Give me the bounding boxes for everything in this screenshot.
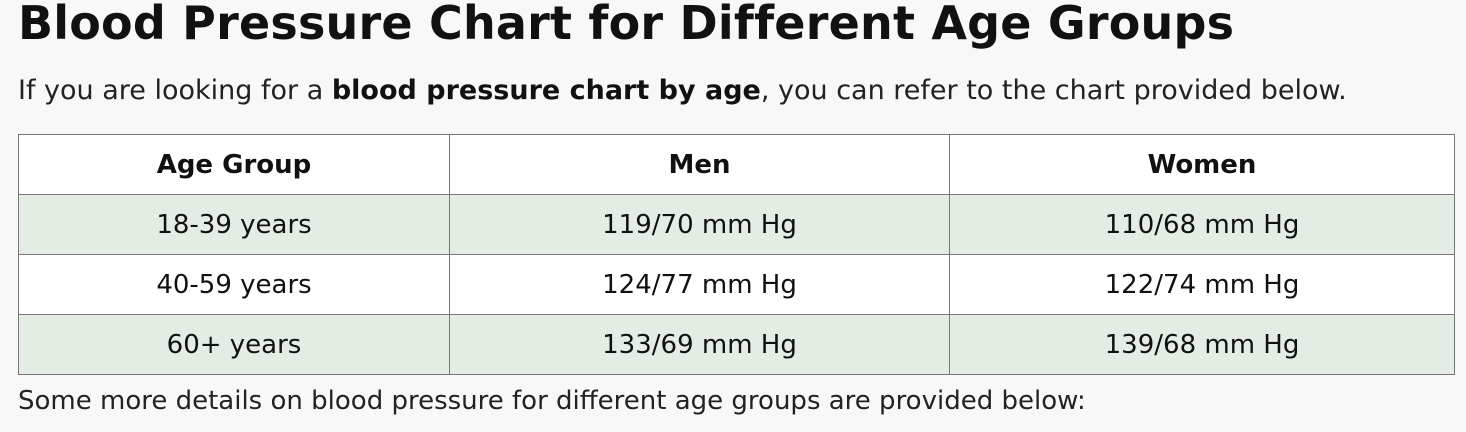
intro-paragraph: If you are looking for a blood pressure … <box>18 75 1347 106</box>
page-title: Blood Pressure Chart for Different Age G… <box>18 0 1235 50</box>
blood-pressure-table: Age Group Men Women 18-39 years 119/70 m… <box>18 134 1455 375</box>
cell-men: 124/77 mm Hg <box>449 254 950 315</box>
outro-paragraph: Some more details on blood pressure for … <box>18 386 1086 416</box>
table-header-row: Age Group Men Women <box>18 134 1455 195</box>
header-men: Men <box>449 134 950 195</box>
table-row: 18-39 years 119/70 mm Hg 110/68 mm Hg <box>18 194 1455 255</box>
header-age-group: Age Group <box>18 134 450 195</box>
cell-women: 139/68 mm Hg <box>949 314 1455 375</box>
cell-men: 119/70 mm Hg <box>449 194 950 255</box>
cell-age-group: 40-59 years <box>18 254 450 315</box>
cell-women: 122/74 mm Hg <box>949 254 1455 315</box>
cell-women: 110/68 mm Hg <box>949 194 1455 255</box>
cell-age-group: 60+ years <box>18 314 450 375</box>
cell-age-group: 18-39 years <box>18 194 450 255</box>
cell-men: 133/69 mm Hg <box>449 314 950 375</box>
intro-text-after: , you can refer to the chart provided be… <box>760 75 1347 106</box>
header-women: Women <box>949 134 1455 195</box>
intro-text-bold: blood pressure chart by age <box>331 75 761 106</box>
intro-text-before: If you are looking for a <box>18 75 332 106</box>
table-row: 40-59 years 124/77 mm Hg 122/74 mm Hg <box>18 254 1455 315</box>
table-row: 60+ years 133/69 mm Hg 139/68 mm Hg <box>18 314 1455 375</box>
